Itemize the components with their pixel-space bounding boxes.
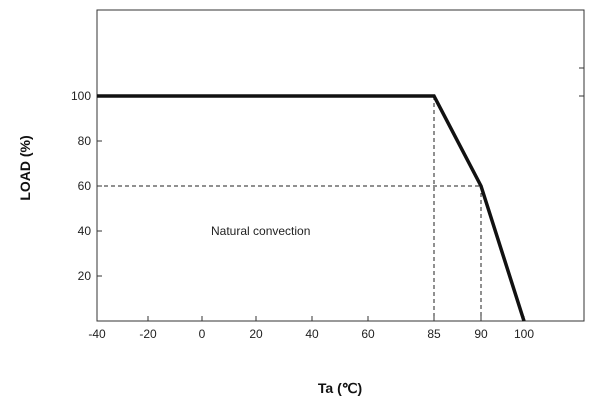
x-tick-label: -20 [139, 327, 157, 341]
y-tick-label: 100 [71, 89, 91, 103]
annotation-layer: Natural convection [211, 224, 310, 238]
y-tick-label: 40 [78, 224, 92, 238]
x-tick-label: 20 [249, 327, 263, 341]
x-axis-title: Ta (℃) [318, 380, 362, 396]
y-tick-label: 60 [78, 179, 92, 193]
y-tick-label: 80 [78, 134, 92, 148]
x-tick-label: 40 [305, 327, 319, 341]
x-tick-label: -40 [88, 327, 106, 341]
x-axis-ticks: -40 -20 0 20 40 60 85 90 100 [88, 316, 534, 341]
x-tick-label: 90 [474, 327, 488, 341]
series-layer [97, 94, 526, 322]
y-axis-ticks: 20 40 60 80 100 [71, 89, 102, 283]
guide-lines [97, 96, 482, 321]
y-axis-title: LOAD (%) [17, 135, 33, 200]
derating-line [97, 94, 526, 322]
x-tick-label: 85 [427, 327, 441, 341]
x-tick-label: 0 [199, 327, 206, 341]
plot-frame [96, 9, 585, 322]
annotation-natural-convection: Natural convection [211, 224, 310, 238]
plot-border [96, 9, 585, 322]
y-tick-label: 20 [78, 269, 92, 283]
x-tick-label: 100 [514, 327, 534, 341]
x-tick-label: 60 [361, 327, 375, 341]
